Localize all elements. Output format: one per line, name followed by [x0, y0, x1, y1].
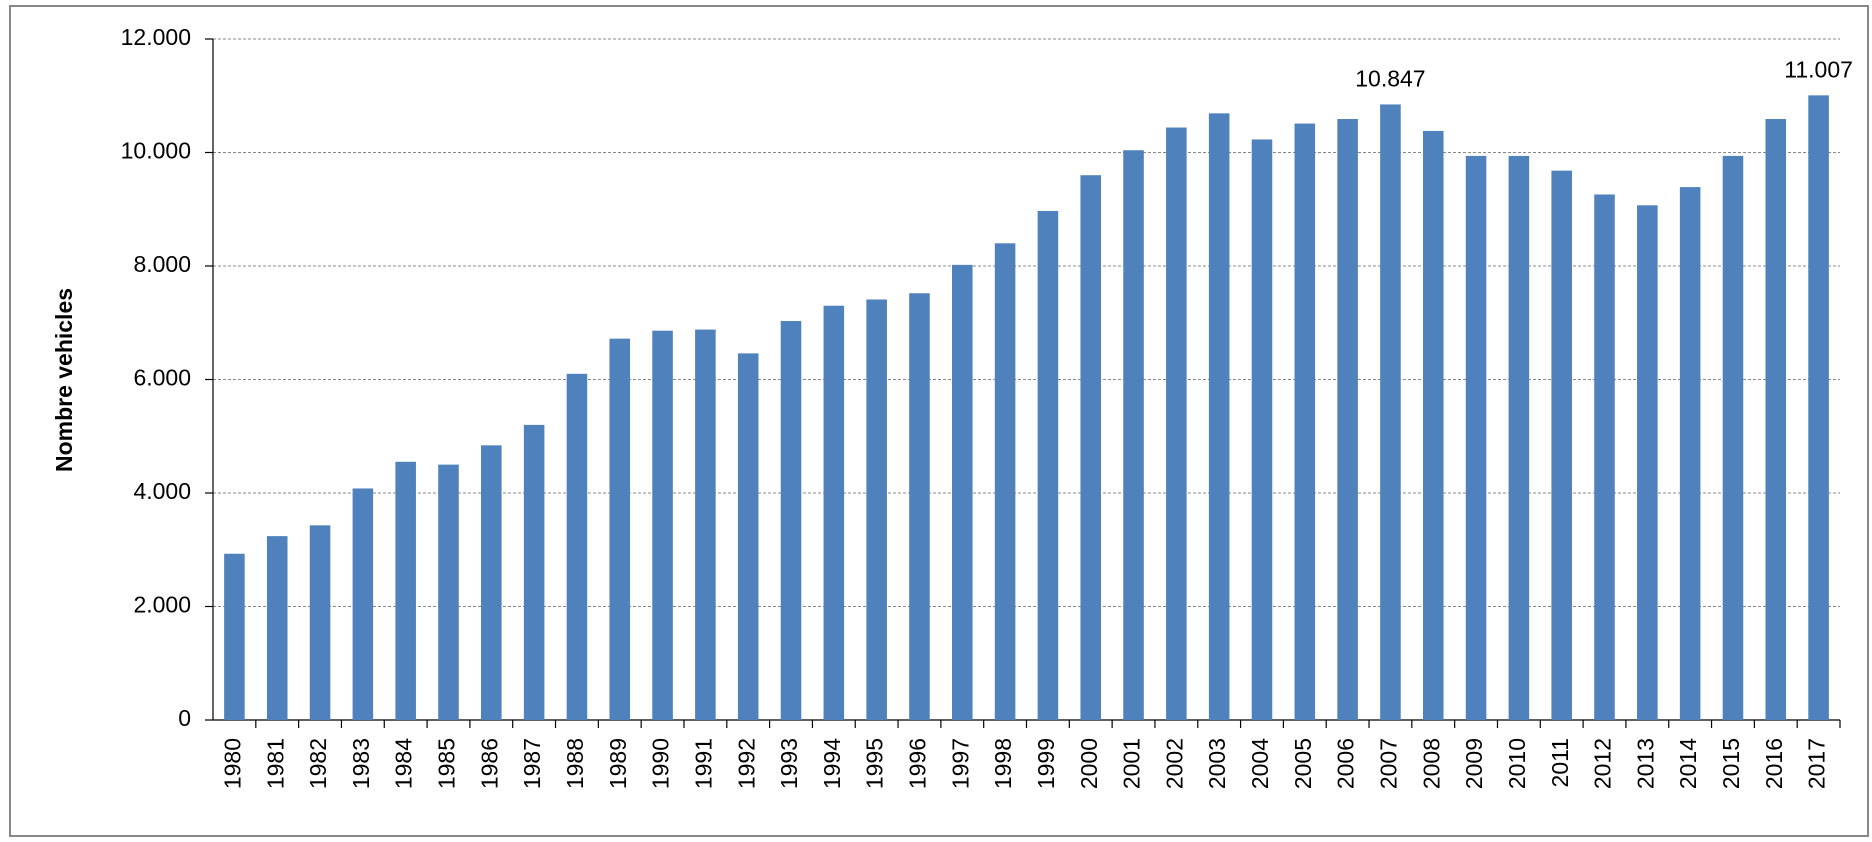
- bar: [1380, 104, 1401, 721]
- bar: [737, 353, 759, 720]
- bar: [909, 293, 930, 720]
- value-label: 11.007: [1784, 56, 1853, 82]
- x-tick-label: 2011: [1547, 738, 1573, 787]
- x-tick-label: 1986: [476, 738, 502, 789]
- bar: [1208, 113, 1230, 720]
- x-tick-label: 1985: [434, 738, 460, 789]
- bar: [1251, 139, 1273, 720]
- bar: [1808, 95, 1829, 720]
- bar: [609, 338, 631, 720]
- x-tick-label: 1998: [990, 738, 1016, 789]
- x-tick-label: 1999: [1033, 738, 1059, 789]
- bar: [652, 330, 673, 720]
- bar: [1551, 170, 1572, 720]
- x-tick-label: 1981: [262, 738, 288, 789]
- bar: [823, 305, 845, 720]
- x-tick-label: 1984: [391, 738, 417, 789]
- x-tick-label: 2007: [1376, 738, 1402, 789]
- x-tick-label: 2000: [1076, 738, 1102, 789]
- bar: [952, 264, 973, 720]
- bar: [1337, 119, 1358, 720]
- y-tick-label: 10.000: [121, 138, 191, 164]
- x-tick-label: 2013: [1632, 738, 1658, 789]
- y-axis-label: Nombre vehicles: [51, 288, 77, 472]
- y-tick-label: 12.000: [121, 24, 191, 50]
- x-tick-label: 1991: [690, 738, 716, 789]
- x-tick-label: 1980: [219, 738, 245, 789]
- bar: [1679, 187, 1701, 720]
- bar: [1465, 155, 1487, 720]
- bar: [352, 488, 374, 720]
- y-tick-label: 6.000: [133, 365, 191, 391]
- bar: [266, 536, 288, 720]
- x-tick-label: 1990: [648, 738, 674, 789]
- value-label: 10.847: [1355, 66, 1425, 92]
- x-tick-label: 2016: [1761, 738, 1787, 789]
- x-tick-label: 2008: [1418, 738, 1444, 789]
- bar: [1508, 155, 1530, 720]
- x-tick-label: 1994: [819, 738, 845, 789]
- x-tick-label: 1989: [605, 738, 631, 789]
- x-tick-label: 2009: [1461, 738, 1487, 789]
- y-tick-label: 0: [178, 705, 191, 731]
- bar: [1765, 119, 1787, 720]
- x-tick-label: 1997: [947, 738, 973, 789]
- bar: [994, 243, 1016, 721]
- y-tick-label: 4.000: [133, 478, 191, 504]
- x-tick-label: 2002: [1161, 738, 1187, 789]
- bar: [224, 553, 245, 720]
- x-tick-label: 1987: [519, 738, 545, 789]
- x-tick-label: 1988: [562, 738, 588, 789]
- x-tick-label: 2006: [1333, 738, 1359, 789]
- bar: [1080, 175, 1101, 720]
- bar: [566, 373, 588, 720]
- bar: [1722, 155, 1744, 720]
- bar: [1422, 130, 1444, 720]
- bar: [309, 525, 331, 720]
- bar: [695, 329, 716, 720]
- x-tick-label: 2004: [1247, 738, 1273, 789]
- x-tick-label: 1992: [733, 738, 759, 789]
- bar: [395, 461, 416, 720]
- x-tick-label: 2010: [1504, 738, 1530, 789]
- y-tick-label: 2.000: [133, 592, 191, 618]
- bar: [438, 464, 459, 720]
- bar: [1037, 210, 1059, 720]
- bar: [866, 299, 887, 720]
- bar: [1166, 127, 1187, 720]
- x-tick-label: 2005: [1290, 738, 1316, 789]
- x-tick-label: 1983: [348, 738, 374, 789]
- bar: [1123, 150, 1144, 721]
- bar: [1637, 205, 1658, 721]
- x-tick-label: 1982: [305, 738, 331, 789]
- x-tick-label: 2003: [1204, 738, 1230, 789]
- x-tick-label: 2014: [1675, 738, 1701, 789]
- y-tick-label: 8.000: [133, 251, 191, 277]
- bar: [780, 321, 802, 720]
- x-tick-label: 1996: [905, 738, 931, 789]
- x-tick-label: 2001: [1119, 738, 1145, 789]
- bar: [481, 445, 502, 720]
- x-tick-label: 2017: [1804, 738, 1830, 789]
- x-tick-label: 1993: [776, 738, 802, 789]
- x-tick-label: 1995: [862, 738, 888, 789]
- bar: [1294, 123, 1316, 721]
- chart-border: [9, 5, 1869, 837]
- x-tick-label: 2012: [1590, 738, 1616, 789]
- bar: [1594, 194, 1615, 720]
- bar: [523, 424, 545, 720]
- x-tick-label: 2015: [1718, 738, 1744, 789]
